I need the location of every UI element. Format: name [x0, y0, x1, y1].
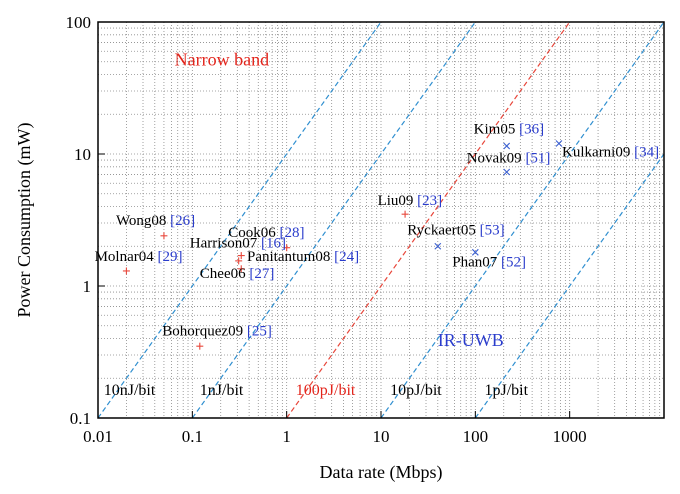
point-label: Molnar04 [29] — [95, 249, 183, 265]
point-marker-plus — [160, 232, 168, 240]
point-label: Panitantum08 [24] — [247, 249, 359, 265]
y-tick-label: 1 — [83, 277, 92, 296]
point-label: Bohorquez09 [25] — [162, 324, 272, 340]
energy-line — [286, 22, 571, 418]
energy-line — [380, 22, 664, 418]
point-label: Kulkarni09 [34] — [562, 144, 659, 160]
point-label: Chee06 [27] — [200, 266, 275, 282]
x-axis-label: Data rate (Mbps) — [320, 462, 443, 483]
energy-line-label: 10nJ/bit — [104, 382, 156, 399]
x-tick-label: 1000 — [553, 427, 587, 446]
point-marker-plus — [401, 210, 409, 218]
point-marker-cross — [503, 142, 511, 150]
region-label: Narrow band — [175, 49, 269, 69]
point-marker-cross — [555, 140, 563, 147]
point-marker-cross — [503, 168, 511, 176]
point-label: Wong08 [26] — [116, 213, 195, 229]
region-label: IR-UWB — [438, 330, 504, 350]
y-axis-label: Power Consumption (mW) — [14, 123, 35, 318]
point-label: Novak09 [51] — [467, 151, 551, 167]
point-label: Ryckaert05 [53] — [407, 223, 504, 239]
point-label: Liu09 [23] — [378, 193, 443, 209]
y-tick-label: 0.1 — [70, 409, 91, 428]
energy-line-label: 1pJ/bit — [484, 382, 528, 399]
energy-lines — [98, 22, 664, 418]
point-labels: 10nJ/bit 1nJ/bit 100pJ/bit 10pJ/bit 1pJ/bit W… — [95, 49, 660, 398]
point-marker-cross — [471, 248, 479, 256]
point-label: Phan07 [52] — [452, 255, 526, 271]
x-tick-label: 0.1 — [182, 427, 203, 446]
grid — [98, 22, 664, 418]
energy-line-label: 100pJ/bit — [296, 382, 356, 399]
energy-line-label: 10pJ/bit — [390, 382, 442, 399]
point-marker-plus — [122, 267, 130, 275]
point-label: Cook06 [28] — [228, 225, 304, 241]
x-tick-label: 1 — [282, 427, 291, 446]
point-marker-plus — [237, 252, 245, 260]
x-tick-label: 0.01 — [83, 427, 113, 446]
data-points — [122, 140, 563, 350]
point-marker-plus — [196, 342, 204, 350]
point-label: Harrison07 [16] — [190, 236, 286, 252]
point-label: Kim05 [36] — [474, 121, 544, 137]
energy-line — [191, 22, 476, 418]
y-tick-label: 10 — [74, 145, 91, 164]
point-marker-cross — [434, 242, 442, 250]
point-marker-plus — [237, 265, 245, 273]
energy-line — [98, 22, 382, 418]
x-tick-label: 10 — [373, 427, 390, 446]
energy-line — [474, 152, 664, 418]
x-tick-label: 100 — [463, 427, 489, 446]
point-marker-plus — [235, 257, 243, 265]
point-marker-plus — [283, 244, 291, 252]
y-tick-label: 100 — [66, 13, 92, 32]
energy-line-label: 1nJ/bit — [200, 382, 244, 399]
